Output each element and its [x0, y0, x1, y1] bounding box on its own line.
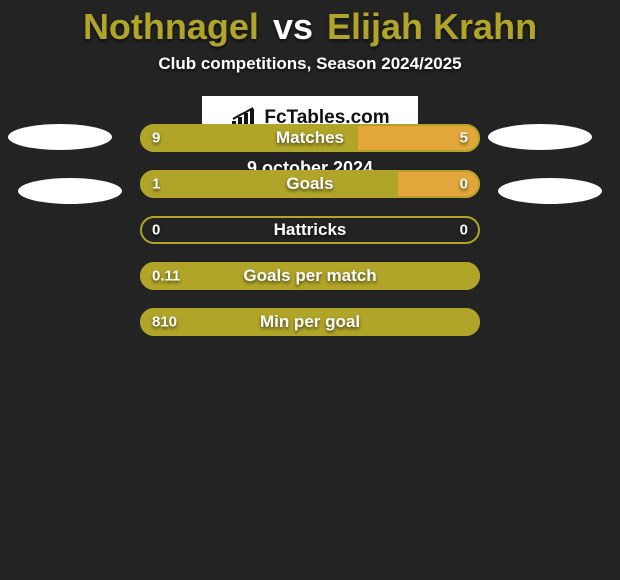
subtitle: Club competitions, Season 2024/2025	[0, 54, 620, 74]
title-player2: Elijah Krahn	[327, 6, 537, 47]
stat-fill-left	[140, 124, 358, 152]
stat-fill-right	[398, 170, 480, 198]
stat-value-right: 0	[460, 222, 468, 239]
stat-row: 10Goals	[140, 170, 480, 198]
photo-placeholder	[498, 178, 602, 204]
stat-row: 0 0Hattricks	[140, 216, 480, 244]
title-vs: vs	[273, 6, 313, 47]
title-player1: Nothnagel	[83, 6, 259, 47]
photo-placeholder	[8, 124, 112, 150]
stat-fill-right	[358, 124, 480, 152]
page-title: Nothnagel vs Elijah Krahn	[0, 0, 620, 48]
photo-placeholder	[18, 178, 122, 204]
stat-row: 95Matches	[140, 124, 480, 152]
stat-fill-left	[140, 262, 480, 290]
stat-row: 0.11Goals per match	[140, 262, 480, 290]
stat-row-border	[140, 216, 480, 244]
stat-value-left: 0	[152, 222, 160, 239]
stat-fill-left	[140, 308, 480, 336]
stat-label: Hattricks	[140, 220, 480, 240]
stat-row: 810Min per goal	[140, 308, 480, 336]
photo-placeholder	[488, 124, 592, 150]
stat-fill-left	[140, 170, 398, 198]
